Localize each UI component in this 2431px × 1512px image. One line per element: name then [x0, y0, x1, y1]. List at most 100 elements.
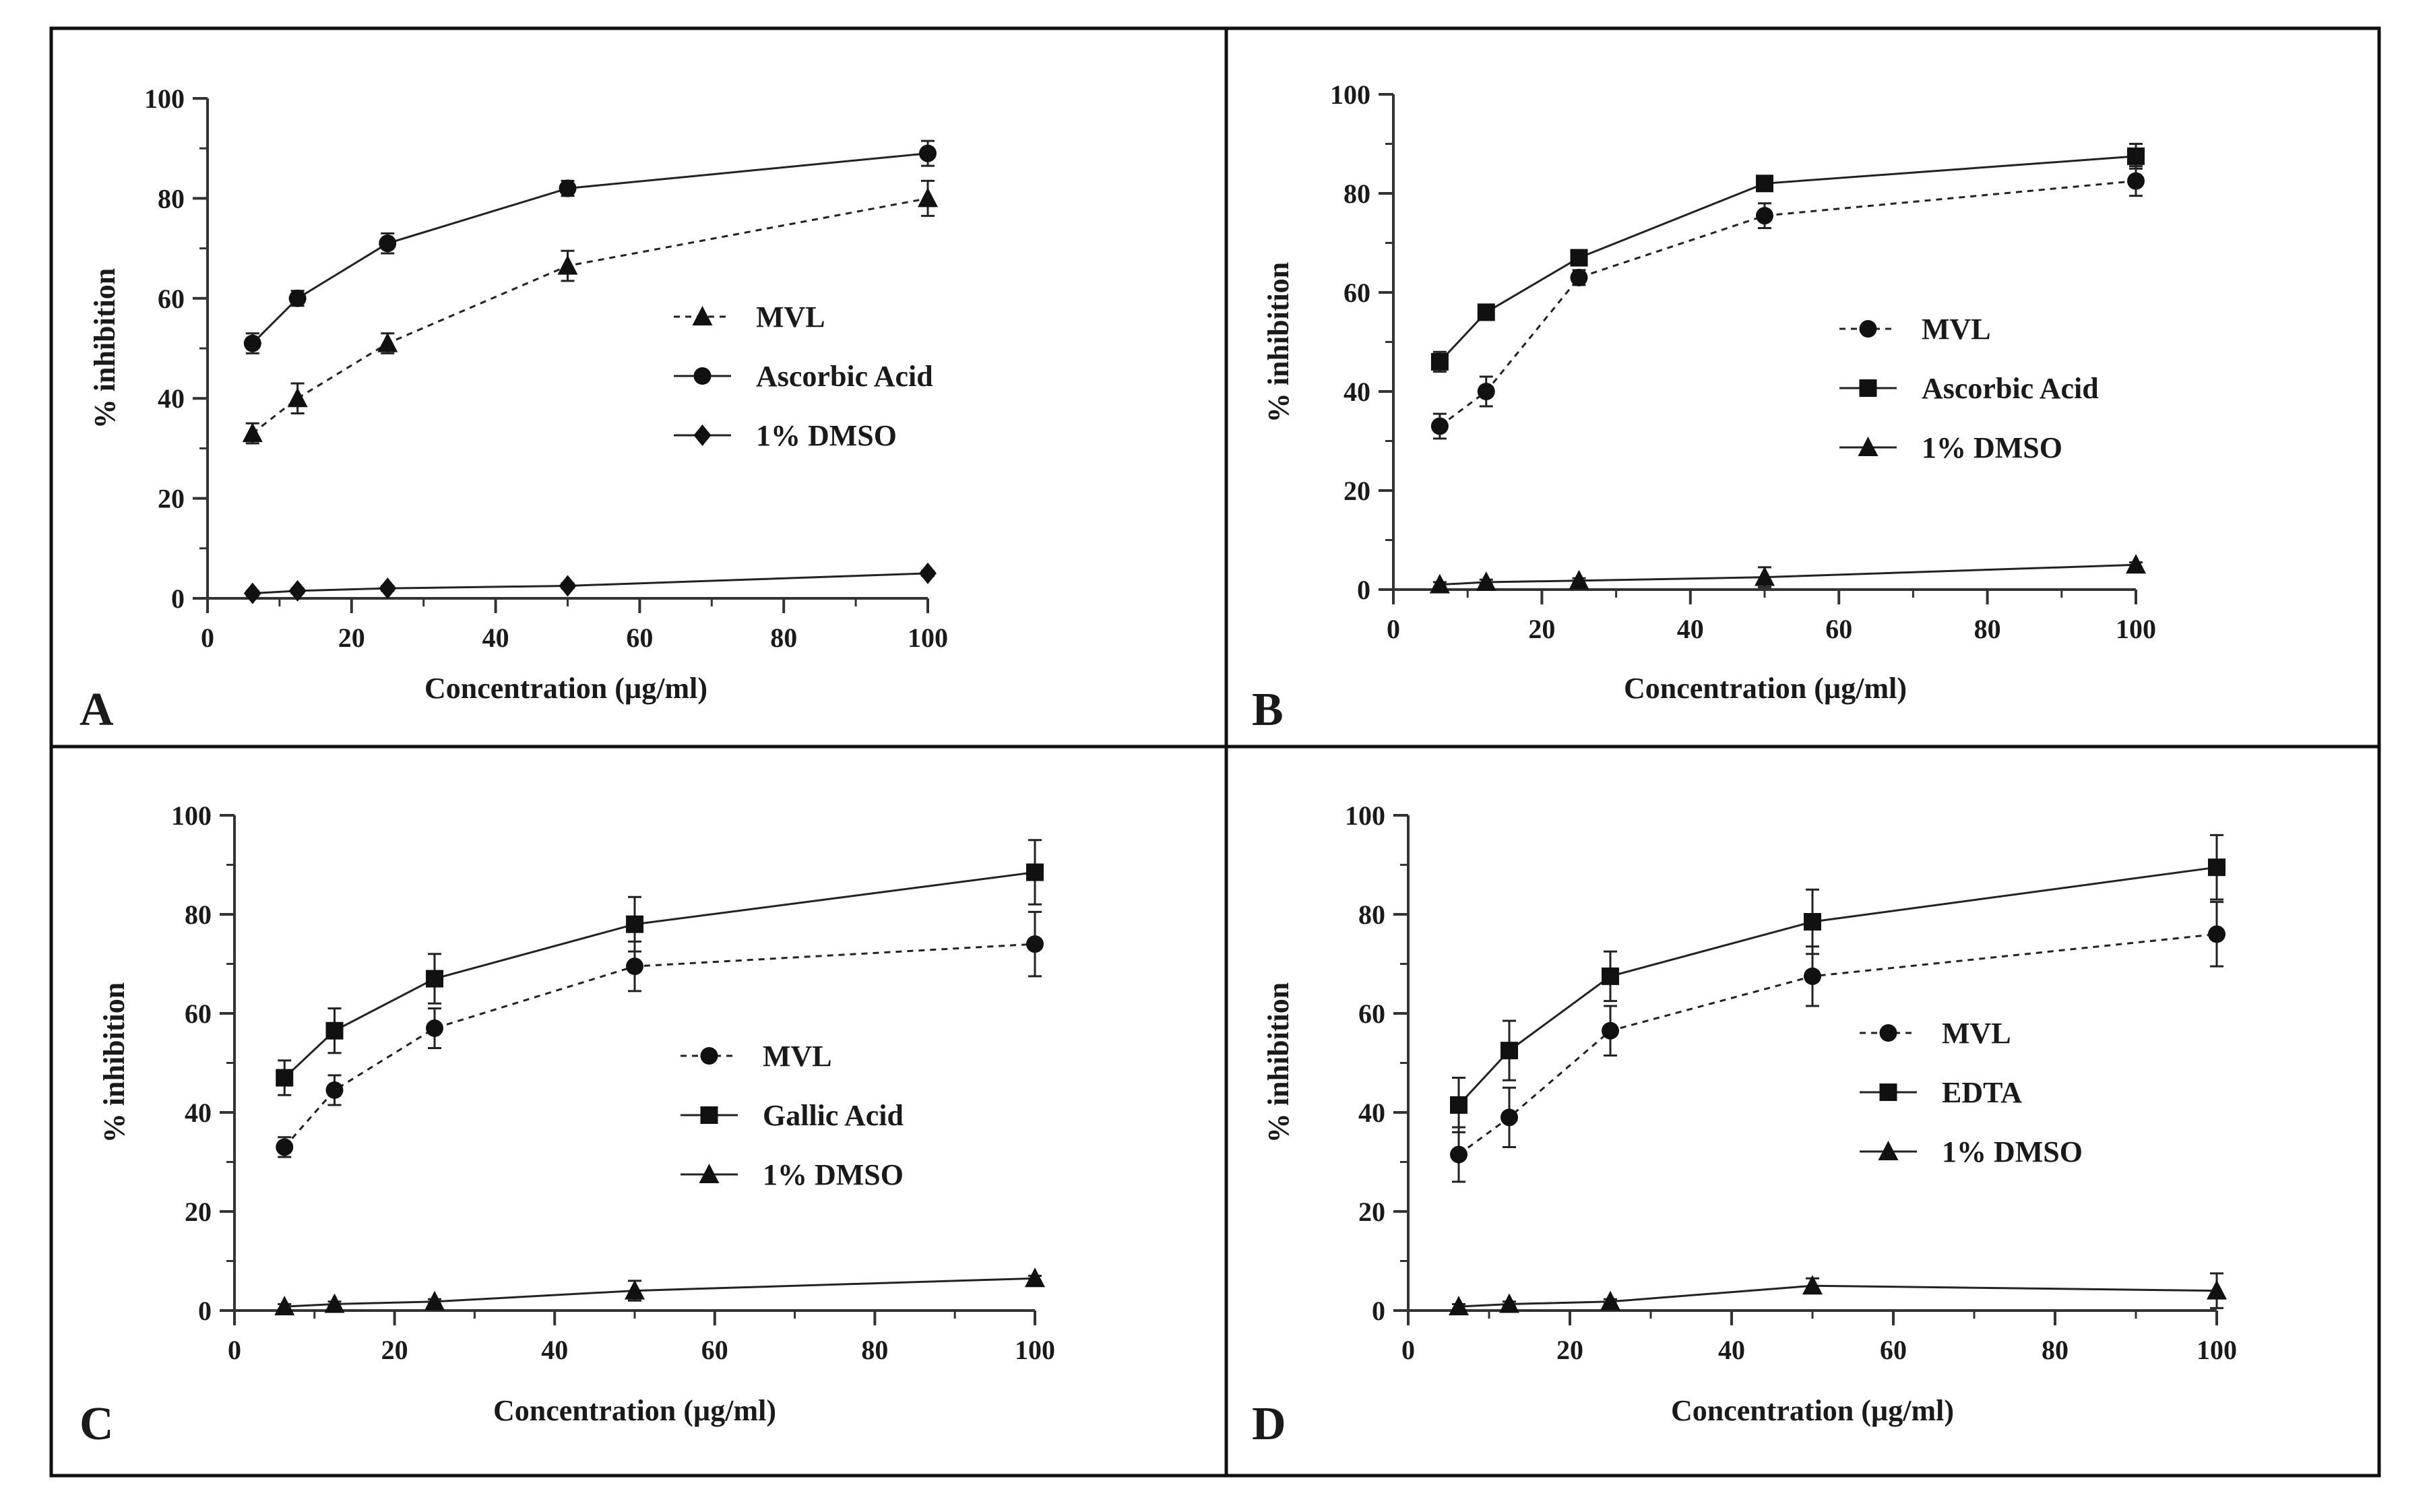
data-point — [2127, 172, 2145, 190]
legend-entry: MVL — [1860, 1017, 2011, 1050]
data-point — [287, 387, 308, 408]
data-point — [2208, 925, 2225, 943]
legend-marker — [1879, 1083, 1897, 1101]
data-point — [1600, 1290, 1620, 1311]
legend-label: EDTA — [1942, 1076, 2022, 1109]
data-point — [288, 289, 307, 307]
x-axis-title: Concentration (µg/ml) — [1624, 672, 1907, 705]
legend-marker — [700, 1106, 718, 1124]
data-point — [1756, 175, 1773, 193]
data-point — [325, 1021, 344, 1040]
x-tick-label: 20 — [1556, 1335, 1583, 1365]
y-tick-label: 20 — [158, 484, 185, 514]
legend-label: 1% DMSO — [1922, 431, 2062, 464]
legend-label: Ascorbic Acid — [756, 360, 933, 393]
data-point — [1756, 207, 1773, 225]
data-point — [379, 577, 397, 600]
x-tick-label: 20 — [338, 623, 365, 653]
data-point — [1026, 863, 1044, 881]
x-tick-label: 80 — [770, 623, 797, 653]
series-1-dmso — [1429, 554, 2146, 594]
data-point — [276, 1138, 294, 1156]
x-tick-label: 80 — [861, 1335, 888, 1365]
y-axis-title: % inhibition — [1262, 262, 1295, 422]
x-tick-label: 0 — [201, 623, 214, 653]
data-point — [1501, 1108, 1518, 1127]
data-point — [1602, 1021, 1619, 1040]
y-tick-label: 40 — [158, 383, 185, 414]
data-point — [1450, 1145, 1467, 1164]
data-point — [1570, 268, 1588, 286]
panel-a: 0 20 40 60 80 100 0 20 40 60 80 100 Concentration (µ… — [80, 84, 948, 736]
panel-c: 0 20 40 60 80 100 0 20 40 60 80 100 Concentration (µ… — [80, 800, 1055, 1450]
data-point — [1804, 913, 1821, 931]
data-point — [1569, 569, 1589, 590]
data-point — [424, 1290, 445, 1311]
data-point — [1026, 935, 1044, 953]
y-tick-label: 80 — [158, 183, 185, 214]
series-ascorbic-acid — [1430, 143, 2145, 373]
x-axis-title: Concentration (µg/ml) — [493, 1394, 776, 1427]
data-point — [243, 334, 261, 352]
x-tick-label: 40 — [482, 623, 509, 653]
y-tick-label: 80 — [1358, 900, 1385, 930]
x-tick-label: 60 — [1880, 1335, 1907, 1365]
x-tick-label: 40 — [541, 1335, 568, 1365]
x-tick-label: 20 — [381, 1335, 408, 1365]
y-tick-label: 20 — [1358, 1197, 1385, 1227]
series-gallic-acid — [276, 839, 1044, 1096]
x-tick-label: 100 — [2197, 1335, 2237, 1365]
legend-marker — [693, 367, 712, 385]
data-point — [377, 332, 398, 352]
legend-label: MVL — [1942, 1017, 2011, 1050]
panel-d: 0 20 40 60 80 100 0 20 40 60 80 100 Concentration (µ… — [1252, 800, 2237, 1450]
legend-label: 1% DMSO — [1942, 1135, 2083, 1168]
y-tick-label: 80 — [1344, 179, 1370, 209]
data-point — [1804, 967, 1821, 985]
x-tick-label: 0 — [1401, 1335, 1415, 1365]
y-tick-label: 40 — [1358, 1098, 1385, 1128]
legend-marker — [1858, 437, 1879, 456]
y-tick-label: 0 — [198, 1296, 212, 1326]
y-tick-label: 0 — [1372, 1296, 1385, 1326]
legend-entry: Gallic Acid — [681, 1099, 904, 1132]
legend-entry: 1% DMSO — [674, 419, 897, 452]
data-point — [2126, 554, 2146, 574]
legend-entry: MVL — [681, 1040, 832, 1073]
legend-entry: 1% DMSO — [1839, 431, 2062, 464]
y-tick-label: 20 — [1344, 476, 1370, 506]
series-mvl — [1430, 165, 2145, 440]
data-point — [1477, 303, 1495, 321]
panel-letter: D — [1252, 1398, 1286, 1450]
data-point — [1477, 383, 1495, 400]
data-point — [324, 1293, 345, 1313]
x-axis-title: Concentration (µg/ml) — [1671, 1394, 1954, 1427]
y-tick-label: 40 — [185, 1098, 212, 1128]
data-point — [1430, 417, 1449, 435]
data-point — [919, 562, 937, 584]
data-point — [243, 582, 261, 604]
y-axis-title: % inhibition — [1262, 982, 1295, 1143]
series-1-dmso — [243, 562, 937, 604]
legend-label: MVL — [763, 1040, 832, 1073]
y-tick-label: 80 — [185, 900, 212, 930]
data-point — [426, 1019, 443, 1038]
legend-entry: Ascorbic Acid — [674, 360, 933, 393]
x-axis-title: Concentration (µg/ml) — [424, 672, 707, 705]
panel-letter: A — [80, 684, 114, 736]
x-tick-label: 0 — [1387, 614, 1400, 644]
x-tick-label: 100 — [908, 623, 948, 653]
y-tick-label: 40 — [1344, 377, 1370, 407]
y-tick-label: 0 — [1357, 575, 1370, 605]
y-tick-label: 0 — [171, 584, 185, 614]
x-tick-label: 60 — [701, 1335, 728, 1365]
data-point — [625, 1280, 645, 1300]
data-point — [919, 144, 937, 162]
y-tick-label: 60 — [185, 999, 212, 1029]
x-tick-label: 40 — [1677, 614, 1704, 644]
data-point — [274, 1296, 295, 1316]
legend-entry: MVL — [674, 301, 825, 334]
legend-label: 1% DMSO — [763, 1158, 904, 1191]
legend-marker — [692, 306, 713, 325]
